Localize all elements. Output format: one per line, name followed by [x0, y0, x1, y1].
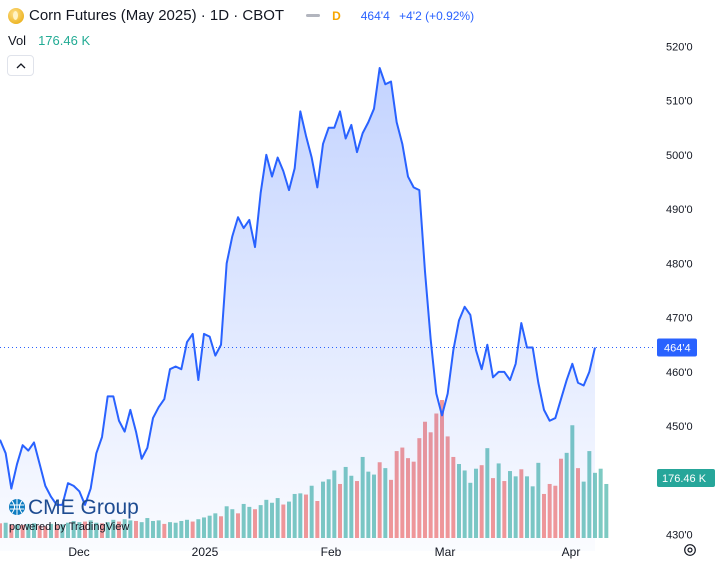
x-tick-label: Feb — [321, 545, 342, 559]
volume-bar — [598, 468, 603, 538]
symbol-title[interactable]: Corn Futures (May 2025) · 1D · CBOT — [29, 7, 285, 24]
corn-icon — [8, 7, 24, 24]
y-tick-label: 450'0 — [666, 421, 693, 433]
y-tick-label: 460'0 — [666, 367, 693, 379]
price-axis[interactable]: 430'0440'0450'0460'0470'0480'0490'0500'0… — [666, 41, 693, 541]
brand-name: CME Group — [28, 497, 139, 519]
price-quote: 464'4 +4'2 (+0.92%) — [361, 9, 480, 23]
volume-value: 176.46 K — [38, 33, 91, 48]
price-line — [0, 66, 596, 506]
last-price-label-bg — [657, 338, 697, 357]
y-tick-label: 510'0 — [666, 96, 693, 108]
volume-label: Vol — [8, 33, 27, 48]
x-tick-label: Mar — [435, 545, 456, 559]
delayed-badge: D — [332, 8, 341, 23]
y-tick-label: 430'0 — [666, 530, 693, 542]
settings-icon[interactable] — [683, 543, 697, 557]
cme-tradingview-logo[interactable]: CME Group powered by TradingView — [8, 496, 158, 542]
last-price-label-text: 464'4 — [664, 342, 691, 354]
time-axis[interactable]: Dec 2025 Feb Mar Apr — [68, 545, 580, 559]
collapse-legend-button[interactable] — [7, 55, 34, 76]
last-volume-label: 176.46 K — [657, 469, 715, 487]
y-tick-label: 500'0 — [666, 150, 693, 162]
separator-dash-icon — [306, 14, 321, 17]
chart-header: Corn Futures (May 2025) · 1D · CBOT D 46… — [8, 7, 480, 24]
y-tick-label: 490'0 — [666, 204, 693, 216]
last-volume-label-text: 176.46 K — [662, 473, 707, 485]
chevron-up-icon — [16, 62, 25, 68]
cme-globe-icon — [9, 499, 25, 515]
last-volume-label-bg — [657, 469, 715, 487]
price-area-fill — [0, 67, 595, 552]
powered-by-text: powered by TradingView — [9, 521, 129, 533]
last-price-label: 464'4 — [657, 338, 697, 357]
x-tick-label: 2025 — [192, 545, 219, 559]
volume-bar — [604, 483, 609, 538]
y-tick-label: 470'0 — [666, 313, 693, 325]
x-tick-label: Dec — [68, 545, 89, 559]
volume-legend: Vol 176.46 K — [8, 33, 90, 48]
price-change: +4'2 (+0.92%) — [399, 8, 475, 23]
last-price: 464'4 — [360, 8, 390, 23]
y-tick-label: 480'0 — [666, 258, 693, 270]
y-tick-label: 520'0 — [666, 41, 693, 53]
x-tick-label: Apr — [562, 545, 581, 559]
